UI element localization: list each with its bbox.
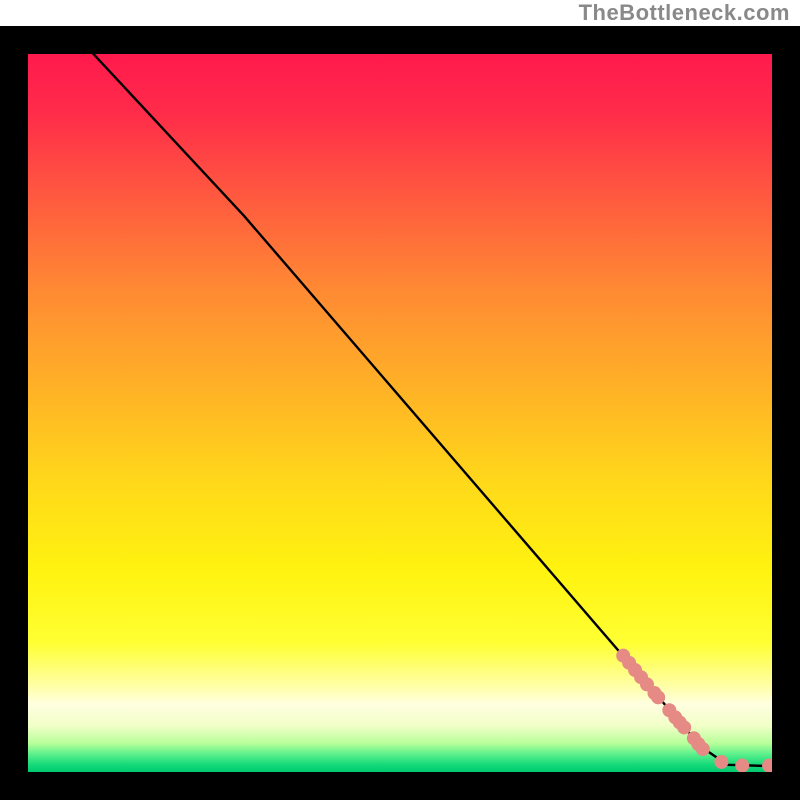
data-marker xyxy=(696,743,709,756)
chart-frame xyxy=(0,26,800,800)
data-marker xyxy=(652,691,665,704)
watermark-text: TheBottleneck.com xyxy=(579,0,790,26)
severity-gradient-background xyxy=(28,54,772,772)
data-marker xyxy=(715,755,728,768)
data-marker xyxy=(678,721,691,734)
data-marker xyxy=(763,759,776,772)
bottleneck-chart xyxy=(0,26,800,800)
data-marker xyxy=(736,759,749,772)
